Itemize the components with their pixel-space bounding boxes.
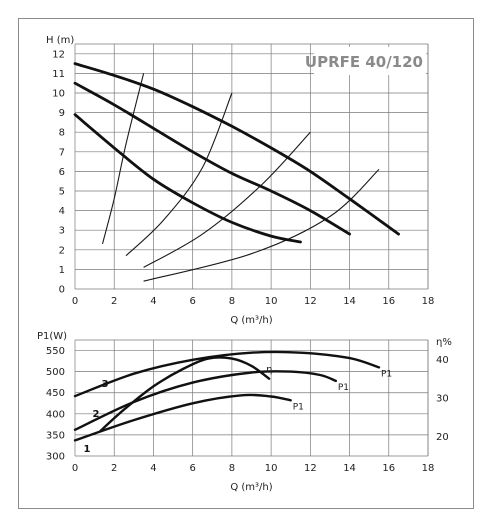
system-curve [101,73,145,245]
y-tick-label: 4 [59,206,65,217]
y2-tick-label: 40 [436,355,449,366]
y-tick-label: 3 [59,226,65,237]
power-curve-label: P1 [293,402,304,412]
y-tick-label: 350 [46,430,65,441]
system-curve [125,92,233,257]
x-tick-label: 6 [189,463,195,474]
pump-curve [73,62,400,236]
y-tick-label: 6 [59,167,65,178]
y-tick-label: 0 [59,285,65,296]
x-tick-label: 0 [72,296,78,307]
x-axis-label: Q (m³/h) [230,315,272,326]
system-curve [143,131,311,268]
x-tick-label: 8 [229,463,235,474]
x-tick-label: 12 [304,463,317,474]
y-tick-label: 550 [46,346,65,357]
pump-curve [73,113,302,244]
y-tick-label: 9 [59,108,65,119]
y2-axis-label: η% [436,337,452,348]
x-tick-label: 16 [382,296,395,307]
x-tick-label: 2 [111,463,117,474]
y-tick-label: 450 [46,388,65,399]
y-tick-label: 400 [46,409,65,420]
x-tick-label: 0 [72,463,78,474]
y-tick-label: 11 [52,69,65,80]
x-tick-label: 8 [229,296,235,307]
x-tick-label: 18 [422,296,435,307]
x-tick-label: 10 [265,296,278,307]
power-curve-label: P1 [381,369,392,379]
y-tick-label: 1 [59,265,65,276]
efficiency-curve [99,356,271,433]
x-tick-label: 18 [422,463,435,474]
y-tick-label: 8 [59,128,65,139]
chart-frame [18,18,474,509]
x-tick-label: 4 [150,296,156,307]
y-tick-label: 7 [59,147,65,158]
power-curve-label: P1 [338,383,349,393]
x-tick-label: 12 [304,296,317,307]
efficiency-label: η [266,365,272,376]
x-tick-label: 4 [150,463,156,474]
y-axis-label: P1(W) [37,331,67,342]
x-tick-label: 14 [343,463,356,474]
pump-curve [73,81,351,236]
x-axis-label: Q (m³/h) [230,482,272,493]
y-axis-label: H (m) [46,35,74,46]
y-tick-label: 2 [59,245,65,256]
y-tick-label: 300 [46,452,65,463]
x-tick-label: 14 [343,296,356,307]
x-tick-label: 2 [111,296,117,307]
y2-tick-label: 20 [436,432,449,443]
power-curve [73,393,292,442]
x-tick-label: 16 [382,463,395,474]
x-tick-label: 10 [265,463,278,474]
speed-label: 2 [93,409,100,420]
model-label-background [314,47,426,75]
power-curve [73,350,381,398]
y-tick-label: 12 [52,49,65,60]
speed-label: 3 [102,379,109,390]
y-tick-label: 5 [59,187,65,198]
y-tick-label: 10 [52,89,65,100]
x-tick-label: 6 [189,296,195,307]
power-chart: 0 2 4 6 8 10 12 14 16 18300350400450500550203040P… [37,331,452,493]
model-label: UPRFE 40/120 [305,53,423,71]
y-tick-label: 500 [46,367,65,378]
speed-label: 1 [84,444,91,455]
y2-tick-label: 30 [436,394,449,405]
